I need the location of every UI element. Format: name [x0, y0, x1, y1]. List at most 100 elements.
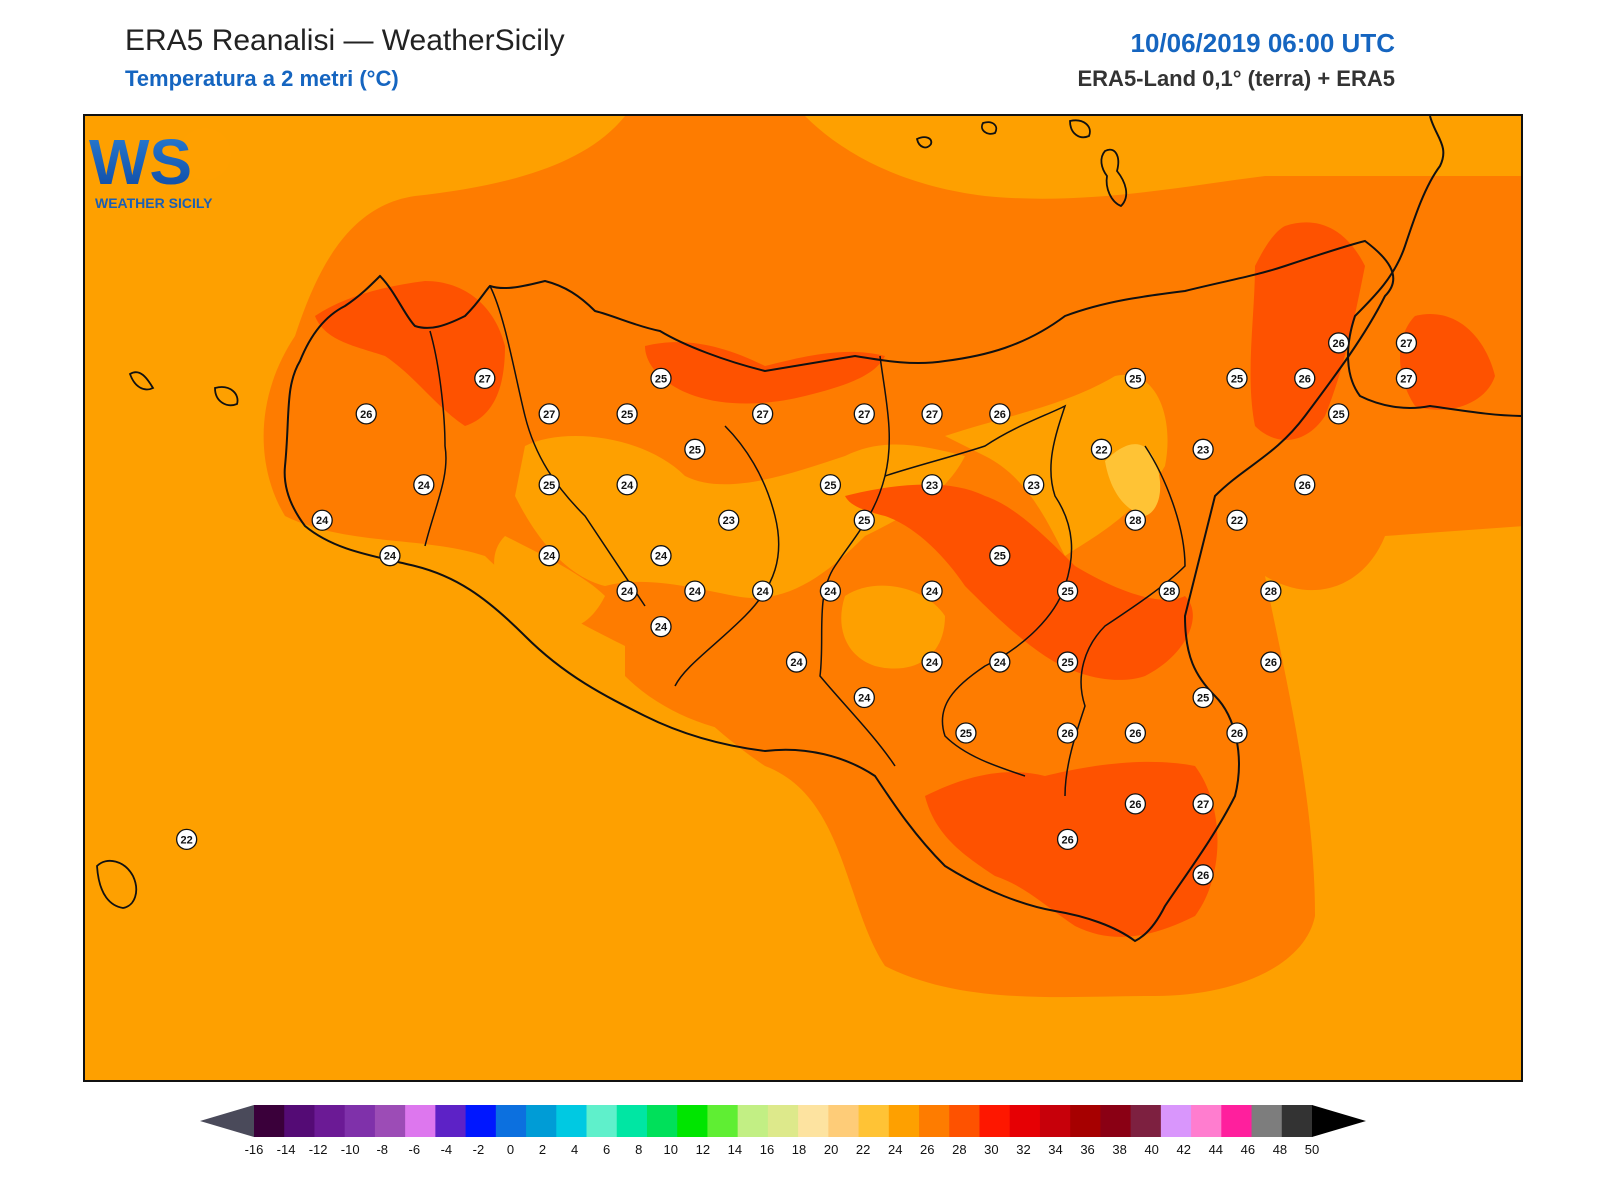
colorbar-cell: [284, 1105, 315, 1137]
colorbar-cell: [1130, 1105, 1162, 1137]
station-circle: [650, 545, 672, 567]
station-value: 26: [1231, 728, 1243, 740]
station-marker: 25: [1056, 651, 1079, 673]
station-value: 27: [543, 409, 555, 421]
sun-icon: [179, 128, 231, 180]
colorbar-cell: [1281, 1105, 1313, 1137]
colorbar-cell: [888, 1105, 920, 1137]
station-marker: 24: [921, 580, 943, 602]
island-pantelleria: [96, 859, 137, 909]
colorbar-tick-label: 42: [1177, 1142, 1191, 1157]
station-marker: 24: [538, 545, 560, 567]
station-value: 26: [1265, 657, 1277, 669]
station-circle: [921, 403, 943, 425]
station-marker: 26: [1294, 367, 1316, 390]
station-circle: [751, 403, 774, 425]
station-value: 24: [926, 657, 939, 669]
station-marker: 25: [955, 722, 977, 744]
station-marker: 26: [355, 403, 377, 425]
station-circle: [1124, 367, 1147, 390]
station-circle: [684, 580, 706, 602]
colorbar-cell: [677, 1105, 708, 1137]
colorbar-tick-label: -4: [441, 1142, 453, 1157]
station-marker: 25: [616, 403, 638, 425]
valid-datetime: 10/06/2019 06:00 UTC: [1130, 28, 1395, 58]
map-panel[interactable]: 27 26 27 25 25 25 24 25 24 24 24 24 24 23 27 27 27 26 25 25…: [83, 114, 1523, 1082]
station-marker: 22: [1226, 509, 1248, 531]
station-value: 24: [757, 586, 770, 598]
field-band-26-28-trapani: [315, 281, 505, 426]
colorbar-tick-label: 46: [1241, 1142, 1255, 1157]
station-circle: [1395, 367, 1418, 390]
station-value: 22: [181, 834, 193, 846]
station-value: 26: [1299, 480, 1311, 492]
station-value: 26: [1129, 728, 1141, 740]
station-circle: [1090, 438, 1113, 460]
station-value: 27: [1400, 373, 1412, 385]
colorbar-tick-label: 26: [920, 1142, 934, 1157]
station-value: 26: [360, 409, 372, 421]
station-marker: 27: [1395, 367, 1418, 390]
station-marker: 28: [1158, 580, 1180, 602]
colorbar-cell: [314, 1105, 346, 1137]
station-value: 25: [1231, 373, 1243, 385]
station-marker: 23: [921, 474, 943, 496]
station-marker: 27: [751, 403, 774, 425]
map-title: ERA5 Reanalisi — WeatherSicily: [125, 24, 565, 57]
colorbar-tick-label: 48: [1273, 1142, 1287, 1157]
station-value: 26: [1061, 728, 1073, 740]
station-marker: 25: [1226, 367, 1248, 390]
colorbar-tick-label: 2: [539, 1142, 546, 1157]
station-value: 22: [1095, 444, 1107, 456]
colorbar-cell: [465, 1105, 497, 1137]
field-band-26-28-tyrrhenian: [645, 342, 885, 404]
colorbar-tick-label: 8: [635, 1142, 642, 1157]
station-value: 28: [1163, 586, 1175, 598]
station-value: 24: [621, 480, 634, 492]
station-marker: 25: [1124, 367, 1147, 390]
station-value: 26: [1197, 870, 1209, 882]
station-circle: [1124, 722, 1147, 744]
station-value: 27: [1400, 338, 1412, 350]
station-circle: [1158, 580, 1180, 602]
colorbar-cell: [435, 1105, 467, 1137]
station-value: 25: [543, 480, 555, 492]
station-circle: [989, 403, 1011, 425]
station-circle: [1395, 332, 1418, 354]
station-marker: 24: [311, 509, 333, 531]
colorbar-tick-label: 28: [952, 1142, 966, 1157]
map-subtitle: Temperatura a 2 metri (°C): [125, 66, 399, 91]
station-circle: [921, 474, 943, 496]
station-value: 23: [1028, 480, 1040, 492]
station-marker: 25: [684, 438, 706, 460]
station-circle: [1327, 332, 1350, 354]
field-band-22-24-west: [494, 536, 605, 630]
station-circle: [379, 545, 401, 567]
coastline-calabria: [1347, 116, 1521, 417]
colorbar-tick-label: 40: [1144, 1142, 1158, 1157]
station-value: 22: [1231, 515, 1243, 527]
station-value: 24: [790, 657, 803, 669]
station-value: 23: [723, 515, 735, 527]
colorbar-ticks: -16 -14 -12 -10 -8 -6 -4 -2 0 2 4 6 8 10 12 14 16 18 20 22 2…: [245, 1142, 1320, 1157]
island-marettimo: [214, 386, 239, 407]
station-circle: [921, 580, 943, 602]
colorbar-tick-label: 16: [760, 1142, 774, 1157]
station-marker: 26: [1056, 828, 1079, 850]
logo-letters: WS: [89, 126, 192, 198]
station-circle: [616, 580, 638, 602]
station-marker: 24: [989, 651, 1011, 673]
coastline-sicily: [283, 239, 1395, 943]
station-value: 24: [316, 515, 329, 527]
station-markers: 27 26 27 25 25 25 24 25 24 24 24 24 24 23 27 27 27 26 25 25…: [175, 332, 1418, 886]
colorbar-tick-label: -2: [473, 1142, 485, 1157]
station-marker: 23: [718, 509, 740, 531]
colorbar-cell: [1100, 1105, 1132, 1137]
field-band-20-22-etna: [1105, 444, 1161, 516]
station-circle: [616, 474, 638, 496]
station-value: 24: [384, 551, 397, 563]
island-filicudi-salina: [1069, 119, 1091, 139]
station-value: 24: [543, 551, 556, 563]
colorbar-cell: [556, 1105, 588, 1137]
colorbar-tick-label: 10: [664, 1142, 678, 1157]
